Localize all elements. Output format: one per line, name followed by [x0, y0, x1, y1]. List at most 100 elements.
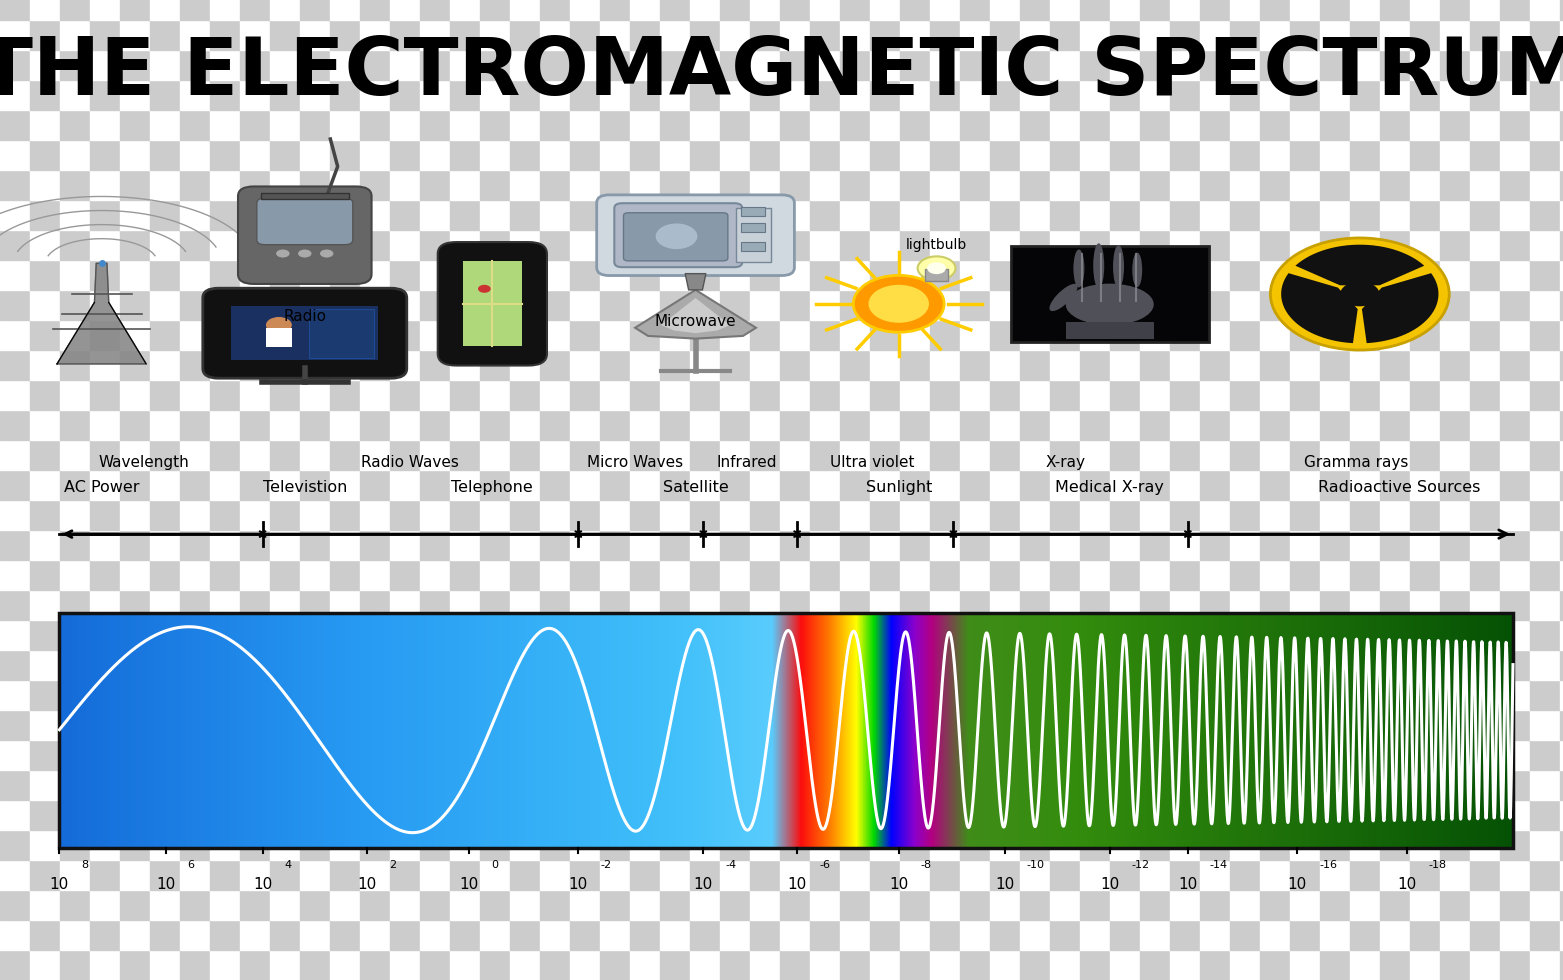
Bar — [1380, 260, 1410, 290]
Bar — [420, 470, 450, 500]
Bar — [630, 20, 660, 50]
Bar — [1321, 590, 1350, 620]
Ellipse shape — [1049, 284, 1077, 311]
Bar — [960, 50, 989, 80]
Bar — [510, 890, 539, 920]
Bar — [900, 350, 930, 380]
Bar — [1260, 770, 1289, 800]
Bar — [570, 530, 600, 560]
Bar — [1410, 680, 1440, 710]
Bar — [510, 140, 539, 170]
Bar — [209, 380, 241, 410]
Bar — [1380, 410, 1410, 440]
Bar — [180, 560, 209, 590]
Bar — [480, 260, 510, 290]
Bar — [0, 350, 30, 380]
Bar — [241, 620, 270, 650]
Bar — [630, 860, 660, 890]
Bar — [839, 350, 871, 380]
Bar — [450, 290, 480, 320]
Bar — [270, 140, 300, 170]
Bar — [930, 830, 960, 860]
Bar — [91, 170, 120, 200]
Bar — [30, 860, 59, 890]
Bar — [391, 380, 420, 410]
Bar — [900, 290, 930, 320]
Bar — [780, 650, 810, 680]
Bar — [0, 560, 30, 590]
Bar — [900, 950, 930, 980]
Bar — [30, 380, 59, 410]
Bar — [750, 770, 780, 800]
Bar — [1440, 710, 1469, 740]
Bar — [420, 500, 450, 530]
Bar — [960, 140, 989, 170]
Bar — [1050, 830, 1080, 860]
Bar — [91, 920, 120, 950]
Bar — [1110, 650, 1139, 680]
Bar — [1110, 950, 1139, 980]
Bar — [1139, 860, 1171, 890]
Bar — [900, 20, 930, 50]
Bar — [270, 410, 300, 440]
Bar — [1080, 260, 1110, 290]
Bar — [1380, 170, 1410, 200]
Bar — [630, 230, 660, 260]
Bar — [330, 50, 359, 80]
Bar — [839, 500, 871, 530]
Bar — [989, 950, 1021, 980]
Bar — [510, 800, 539, 830]
Bar — [241, 350, 270, 380]
Bar — [810, 770, 839, 800]
Bar — [630, 410, 660, 440]
Bar — [391, 500, 420, 530]
Bar — [1080, 950, 1110, 980]
Bar — [180, 470, 209, 500]
Bar — [120, 560, 150, 590]
Bar — [1350, 50, 1380, 80]
Bar — [750, 170, 780, 200]
Text: 10: 10 — [889, 877, 908, 892]
Bar — [450, 800, 480, 830]
Bar — [689, 320, 721, 350]
Bar — [1050, 890, 1080, 920]
Bar — [1500, 170, 1530, 200]
Bar — [989, 530, 1021, 560]
Bar — [1200, 890, 1230, 920]
Bar — [91, 860, 120, 890]
Bar — [989, 680, 1021, 710]
Bar — [1110, 290, 1139, 320]
Bar — [539, 320, 570, 350]
Bar — [209, 560, 241, 590]
Bar — [1530, 50, 1560, 80]
Bar — [989, 740, 1021, 770]
Bar — [241, 0, 270, 20]
Bar — [330, 650, 359, 680]
Bar — [630, 0, 660, 20]
Bar — [1021, 770, 1050, 800]
Bar — [1080, 890, 1110, 920]
Bar — [1171, 680, 1200, 710]
Polygon shape — [685, 273, 706, 290]
Bar — [1230, 350, 1260, 380]
Bar — [1110, 470, 1139, 500]
Bar — [989, 830, 1021, 860]
Bar — [209, 200, 241, 230]
Bar — [539, 500, 570, 530]
Bar — [120, 170, 150, 200]
Bar — [1410, 290, 1440, 320]
Bar — [1110, 920, 1139, 950]
Bar — [1560, 140, 1563, 170]
Bar — [391, 230, 420, 260]
Bar — [180, 860, 209, 890]
Bar — [209, 0, 241, 20]
Bar — [270, 620, 300, 650]
Bar — [450, 500, 480, 530]
Bar — [1321, 950, 1350, 980]
Bar — [1380, 830, 1410, 860]
Bar — [1110, 440, 1139, 470]
Bar — [1200, 560, 1230, 590]
Bar — [810, 530, 839, 560]
Bar — [871, 500, 900, 530]
Bar — [420, 530, 450, 560]
